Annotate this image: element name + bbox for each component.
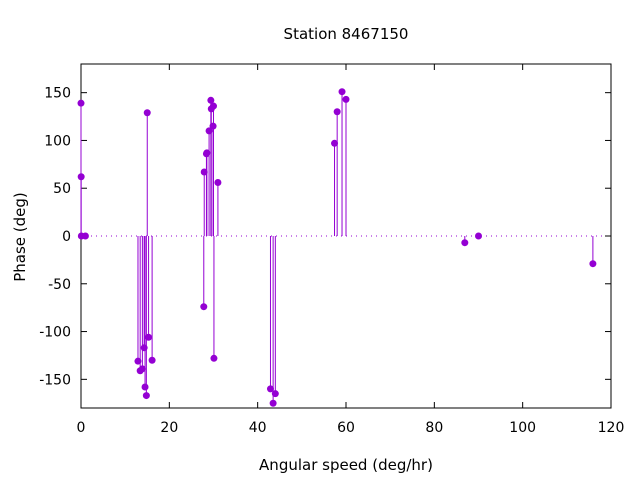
y-tick-label: 150 bbox=[44, 86, 71, 102]
data-point bbox=[210, 354, 218, 362]
data-point bbox=[333, 108, 341, 116]
data-point bbox=[589, 260, 597, 268]
data-point bbox=[338, 88, 346, 96]
x-tick-label: 100 bbox=[509, 420, 536, 436]
x-tick-label: 20 bbox=[160, 420, 178, 436]
data-point bbox=[271, 390, 279, 398]
data-point bbox=[342, 95, 350, 103]
data-point bbox=[475, 232, 482, 240]
data-point bbox=[145, 333, 153, 341]
x-axis-label: Angular speed (deg/hr) bbox=[259, 456, 433, 474]
data-point bbox=[200, 303, 208, 311]
y-tick-label: -150 bbox=[39, 372, 71, 388]
data-point bbox=[269, 399, 277, 407]
data-point bbox=[81, 232, 89, 240]
data-point bbox=[210, 102, 217, 110]
x-tick-label: 0 bbox=[77, 420, 86, 436]
y-tick-label: 0 bbox=[62, 229, 71, 245]
x-tick-label: 120 bbox=[598, 420, 625, 436]
data-point bbox=[266, 385, 274, 393]
data-point bbox=[214, 178, 222, 186]
data-point bbox=[143, 109, 151, 117]
data-point bbox=[141, 383, 149, 391]
data-series bbox=[77, 88, 597, 407]
x-axis-ticks: 0 20 40 60 80 100 120 bbox=[77, 64, 625, 436]
y-tick-label: 100 bbox=[44, 133, 71, 149]
data-point bbox=[77, 173, 85, 181]
y-axis-label: Phase (deg) bbox=[11, 192, 29, 282]
x-tick-label: 40 bbox=[249, 420, 267, 436]
data-point bbox=[207, 96, 215, 104]
y-tick-label: 50 bbox=[53, 181, 71, 197]
data-point bbox=[142, 392, 150, 400]
data-point bbox=[331, 139, 339, 147]
data-point bbox=[148, 356, 156, 364]
y-axis-ticks: -150 -100 -50 0 50 100 150 bbox=[39, 86, 611, 388]
data-point bbox=[77, 99, 85, 107]
data-point bbox=[138, 365, 146, 373]
y-tick-label: -50 bbox=[48, 277, 71, 293]
y-tick-label: -100 bbox=[39, 325, 71, 341]
chart-title: Station 8467150 bbox=[284, 25, 409, 43]
data-point bbox=[461, 239, 469, 247]
x-tick-label: 60 bbox=[337, 420, 355, 436]
x-tick-label: 80 bbox=[425, 420, 443, 436]
